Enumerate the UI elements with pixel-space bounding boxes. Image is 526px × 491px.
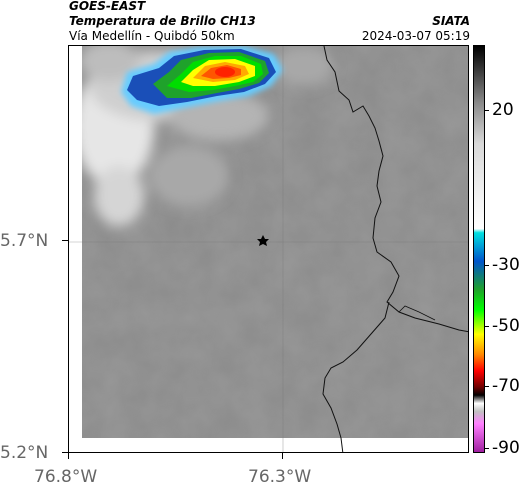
temperature-colorbar [473,45,485,453]
colorbar-label: -70 [492,376,520,396]
source-label: SIATA [432,14,470,28]
lat-label: 5.7°N [0,231,49,251]
lon-label: 76.3°W [248,467,312,487]
product-title: Temperatura de Brillo CH13 [69,14,256,28]
datetime-label: 2024-03-07 05:19 [361,29,470,43]
border-line-south [322,301,390,452]
colorbar-label: -50 [492,316,520,336]
lon-tick [282,453,283,459]
convective-cell [121,46,283,114]
lat-tick [62,240,68,241]
satellite-title: GOES-EAST [69,0,146,13]
map-canvas [69,46,468,452]
colorbar-tick [484,386,489,387]
lon-label: 76.8°W [34,467,98,487]
star-marker-icon[interactable] [257,235,269,246]
lat-tick [62,452,68,453]
route-subtitle: Vía Medellín - Quibdó 50km [69,29,235,43]
colorbar-tick [484,326,489,327]
colorbar-label: -90 [492,438,520,458]
colorbar-tick [484,265,489,266]
left-margin [69,46,82,452]
border-line-spur [398,305,436,321]
lon-tick [68,453,69,459]
colorbar-label: -30 [492,255,520,275]
satellite-map[interactable] [68,45,469,453]
bottom-margin [69,438,468,452]
colorbar-tick [484,110,489,111]
border-line-east [323,46,468,333]
colorbar-tick [484,448,489,449]
lat-label: 5.2°N [0,443,49,463]
colorbar-label: 20 [492,100,514,120]
